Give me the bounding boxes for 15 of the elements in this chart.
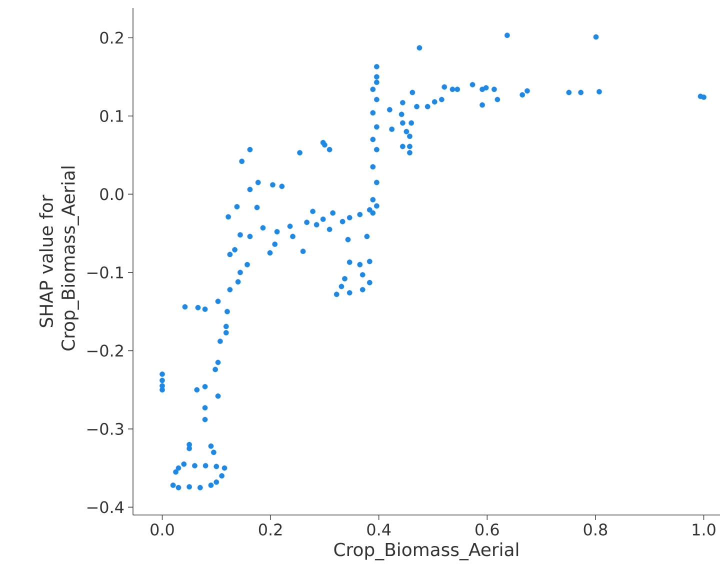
x-tick-label: 1.0 (692, 524, 716, 536)
y-tick-label: −0.1 (87, 266, 124, 278)
x-axis-title: Crop_Biomass_Aerial (334, 542, 518, 560)
x-tick-label: 0.4 (367, 524, 391, 536)
y-tick-label: −0.4 (87, 501, 124, 514)
y-tick-label: 0.2 (100, 32, 123, 44)
x-tick-label: 0.8 (584, 524, 608, 536)
x-tick-label: 0.6 (476, 524, 499, 536)
y-tick-label: 0.0 (100, 188, 124, 200)
x-tick-label: 0.0 (150, 524, 174, 536)
y-tick-label: −0.2 (87, 344, 123, 357)
y-tick-label: −0.3 (87, 422, 124, 435)
y-tick-label: 0.1 (100, 110, 124, 122)
y-axis-title: SHAP value for Crop_Biomass_Aerial (39, 166, 79, 350)
x-tick-label: 0.2 (258, 524, 282, 536)
